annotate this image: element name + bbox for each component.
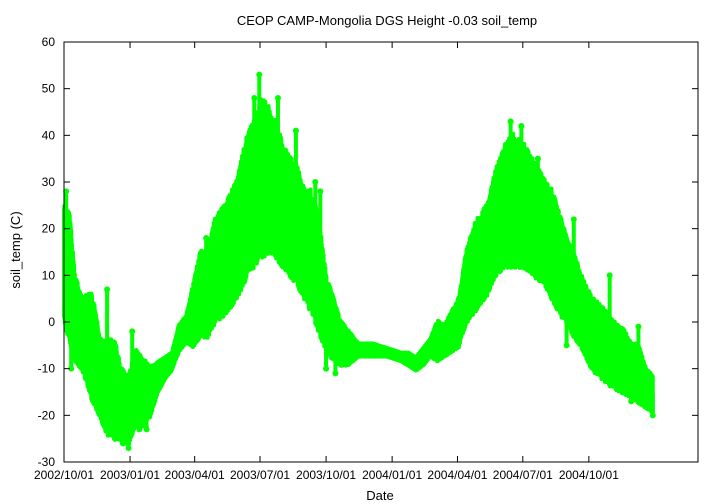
- y-tick-label: 30: [42, 175, 56, 189]
- x-axis-label: Date: [366, 488, 393, 503]
- y-tick-label: 20: [42, 222, 56, 236]
- data-point: [518, 123, 525, 129]
- data-point: [317, 188, 324, 195]
- data-point: [203, 235, 210, 241]
- y-axis-ticks: -30 -20 -10 0 10 20 30 40 50 60: [38, 35, 698, 469]
- data-point: [136, 426, 143, 433]
- data-point: [648, 379, 655, 386]
- data-point: [251, 95, 258, 101]
- data-point: [129, 328, 136, 335]
- y-tick-label: -10: [38, 362, 56, 376]
- data-point: [534, 155, 541, 162]
- data-point: [635, 323, 642, 330]
- y-tick-label: 40: [42, 128, 56, 142]
- y-tick-label: 60: [42, 35, 56, 49]
- data-point: [459, 319, 466, 325]
- data-point: [606, 272, 613, 279]
- y-tick-label: -20: [38, 408, 56, 422]
- data-point: [412, 365, 419, 372]
- data-point: [68, 365, 75, 372]
- x-tick-label: 2004/07/01: [493, 468, 553, 482]
- x-tick-label: 2003/10/01: [296, 468, 356, 482]
- data-point: [125, 445, 132, 451]
- data-point: [63, 188, 70, 195]
- data-point: [323, 365, 330, 372]
- data-point: [292, 127, 299, 134]
- y-tick-label: 10: [42, 268, 56, 282]
- data-point: [104, 286, 111, 293]
- x-tick-label: 2004/04/01: [427, 468, 487, 482]
- data-point: [507, 118, 514, 125]
- x-axis-ticks: 2002/10/01 2003/01/01 2003/04/01 2003/07/01…: [34, 42, 619, 482]
- data-point: [563, 342, 570, 349]
- data-point: [256, 71, 263, 78]
- x-tick-label: 2002/10/01: [34, 468, 94, 482]
- data-point: [628, 398, 635, 405]
- x-tick-label: 2003/04/01: [165, 468, 225, 482]
- data-point: [312, 179, 319, 185]
- x-tick-label: 2004/01/01: [362, 468, 422, 482]
- data-points: [62, 71, 656, 451]
- chart-title: CEOP CAMP-Mongolia DGS Height -0.03 soil…: [237, 13, 537, 28]
- data-point: [332, 370, 339, 377]
- x-tick-label: 2003/01/01: [100, 468, 160, 482]
- x-tick-label: 2003/07/01: [230, 468, 290, 482]
- data-point: [649, 412, 656, 419]
- x-tick-label: 2004/10/01: [559, 468, 619, 482]
- y-tick-label: 50: [42, 82, 56, 96]
- y-axis-label: soil_temp (C): [8, 211, 23, 288]
- y-tick-label: 0: [48, 315, 55, 329]
- data-point: [274, 95, 281, 101]
- y-tick-label: -30: [38, 455, 56, 469]
- data-point: [279, 263, 286, 269]
- data-point: [180, 319, 187, 325]
- data-point: [570, 216, 577, 223]
- data-point: [119, 440, 126, 447]
- data-point: [496, 165, 503, 171]
- plot-frame: [63, 41, 699, 463]
- data-point: [143, 426, 150, 433]
